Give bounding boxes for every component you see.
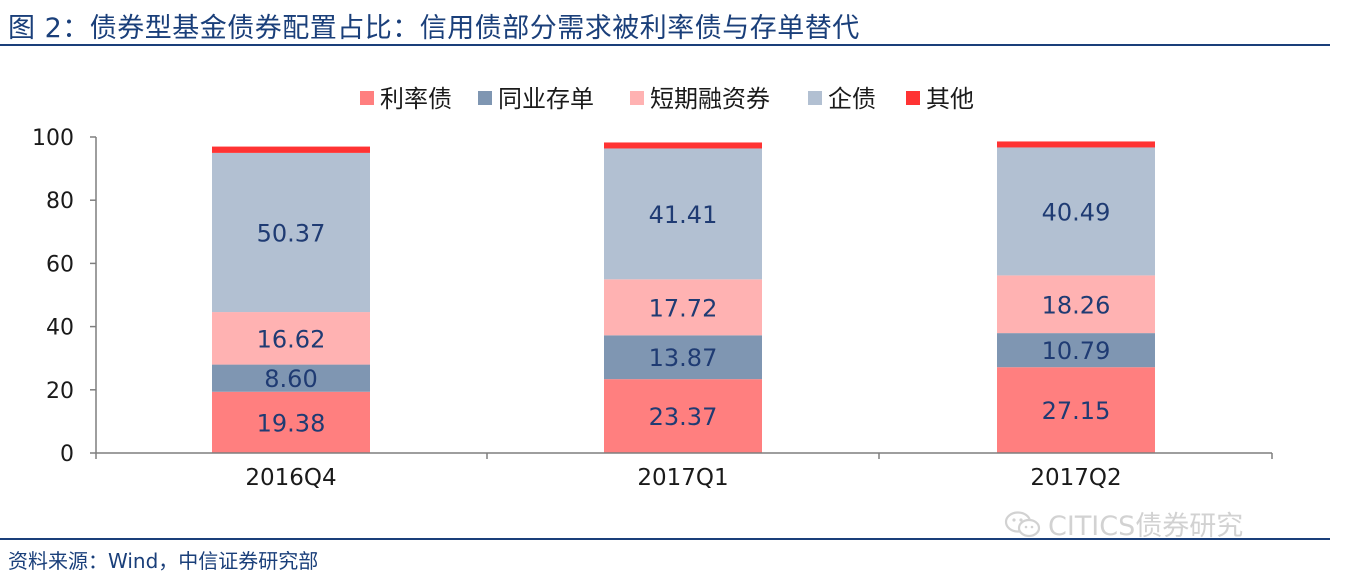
bar-segment [604,335,762,380]
bar-segment [997,147,1155,276]
bar-segment [212,364,370,392]
y-tick-label: 40 [46,316,74,341]
y-tick-label: 100 [32,126,74,151]
bar-segment [997,367,1155,453]
legend-swatch [808,91,822,105]
data-label: 40.49 [1042,198,1111,226]
bar-segment [212,391,370,453]
stacked-bar-chart: 利率债 同业存单 短期融资券 企债 其他 19.38 8.60 16.62 50.37 23.3… [32,85,1273,491]
data-label: 17.72 [649,294,718,322]
page-title: 图 2：债券型基金债券配置占比：信用债部分需求被利率债与存单替代 [8,13,860,44]
data-label: 27.15 [1042,397,1111,425]
legend-label: 短期融资券 [650,85,770,113]
title-divider [0,44,1330,46]
x-tick-label: 2017Q1 [637,465,728,491]
legend-swatch [478,91,492,105]
legend-swatch [630,91,644,105]
bar-segment [604,379,762,453]
bar-segment [212,152,370,313]
data-label: 41.41 [649,201,718,229]
data-label: 13.87 [649,344,718,372]
data-label: 16.62 [257,325,326,353]
legend-label: 同业存单 [498,85,594,113]
watermark-text: CITICS债券研究 [1048,511,1244,542]
bar-group: 19.38 8.60 16.62 50.37 23.37 13.87 17.72 41.41 2… [212,141,1155,453]
chart-legend: 利率债 同业存单 短期融资券 企债 其他 [360,85,974,113]
bar-segment [212,312,370,365]
y-tick-label: 20 [46,379,74,404]
y-tick-label: 80 [46,189,74,214]
bar-segment [604,279,762,336]
x-tick-label: 2017Q2 [1030,465,1121,491]
legend-swatch [906,91,920,105]
source-note: 资料来源：Wind，中信证券研究部 [8,549,319,573]
data-label: 10.79 [1042,337,1111,365]
data-label: 8.60 [264,365,317,393]
source-divider [0,538,1330,540]
legend-label: 其他 [926,85,974,113]
wechat-icon [1004,511,1041,538]
y-tick-label: 0 [60,442,74,467]
bar-segment [604,142,762,149]
legend-label: 利率债 [380,85,452,113]
x-tick-label: 2016Q4 [245,465,336,491]
bar-segment [604,148,762,280]
data-label: 19.38 [257,409,326,437]
legend-label: 企债 [828,85,876,113]
bar-segment [212,146,370,153]
chart-axes: 2016Q4 2017Q1 2017Q2 0 20 40 60 80 100 [32,126,1273,491]
bar-segment [997,275,1155,334]
watermark: CITICS债券研究 [1004,504,1243,543]
bar-segment [997,333,1155,368]
data-label: 23.37 [649,403,718,431]
y-tick-label: 60 [46,252,74,277]
data-label: 18.26 [1042,291,1111,319]
data-label: 50.37 [257,219,326,247]
legend-swatch [360,91,374,105]
bar-segment [997,141,1155,148]
